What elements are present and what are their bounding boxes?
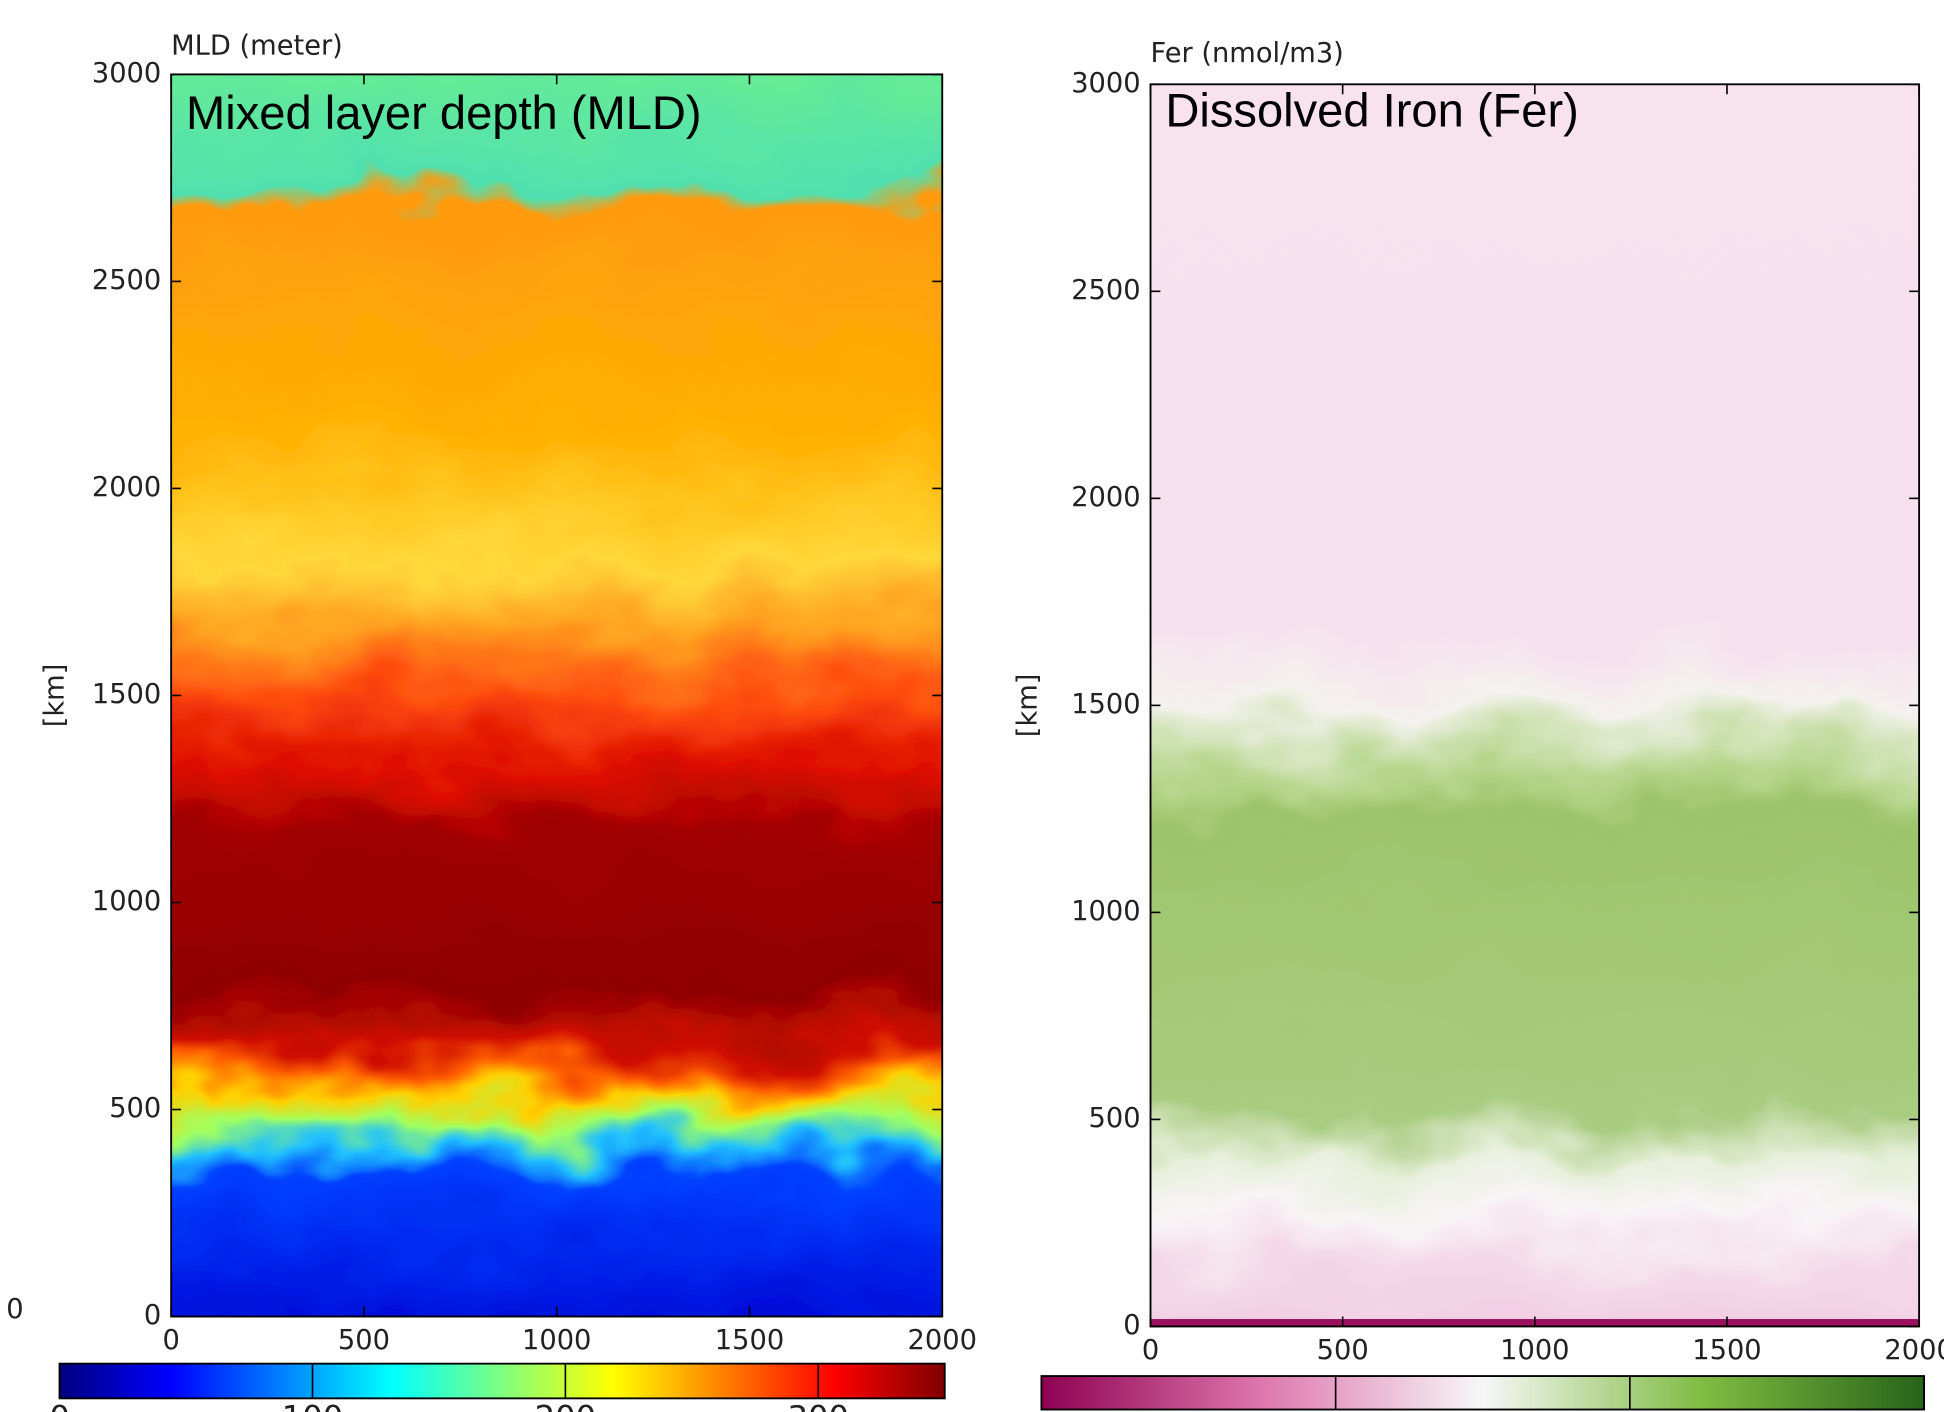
y-tick-label: 2500 [92,265,161,296]
colorbar-tick-label: 100 [282,1398,344,1412]
x-tick-label: 0 [162,1325,179,1356]
y-tick-label: 500 [109,1093,161,1124]
y-tick-label: 3000 [92,58,161,89]
y-axis-label: [km] [39,664,70,728]
x-tick-label: 2000 [908,1325,977,1356]
y-tick-label: 1500 [92,679,161,710]
y-tick-label: 1500 [1071,689,1140,720]
colorbar [58,1362,946,1400]
field-image [171,74,943,1317]
y-tick-label: 2500 [1071,275,1140,306]
heatmap-field [171,74,943,1317]
field-image [1150,84,1920,1327]
heatmap-field [1150,84,1920,1327]
y-tick-label: 1000 [1071,896,1140,927]
y-tick-label: 0 [1123,1310,1140,1341]
x-tick-label: 1000 [1500,1335,1569,1366]
y-tick-label: 0 [144,1300,161,1331]
x-tick-label: 0 [1142,1335,1159,1366]
x-tick-label: 1500 [1692,1335,1761,1366]
y-tick-label: 1000 [92,886,161,917]
annotation: Dissolved Iron (Fer) [1165,83,1578,136]
chart-title: MLD (meter) [171,31,343,62]
x-tick-label: 1500 [715,1325,784,1356]
edge-tick-label: 0 [6,1294,23,1325]
y-tick-label: 2000 [92,472,161,503]
colorbar-tick-label: 200 [535,1398,597,1412]
chart-title: Fer (nmol/m3) [1151,38,1344,69]
x-tick-label: 500 [338,1325,390,1356]
x-tick-label: 500 [1317,1335,1369,1366]
y-tick-label: 500 [1089,1103,1141,1134]
x-tick-label: 2000 [1884,1335,1944,1366]
y-tick-label: 2000 [1071,482,1140,513]
colorbar-tick-label: 0 [49,1398,69,1412]
colorbar-tick-label: 300 [788,1398,850,1412]
y-tick-label: 3000 [1071,68,1140,99]
y-axis-label: [km] [1013,674,1044,738]
annotation: Mixed layer depth (MLD) [186,86,702,139]
colorbar [1040,1375,1926,1411]
x-tick-label: 1000 [522,1325,591,1356]
